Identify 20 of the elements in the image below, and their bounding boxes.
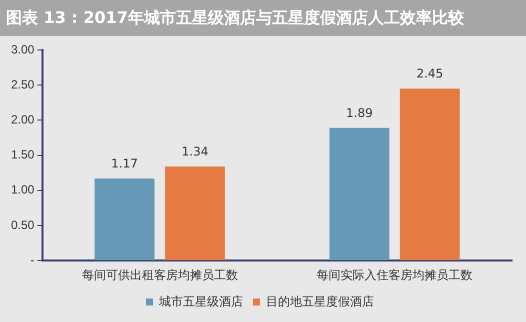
data-label: 1.34 [182, 144, 208, 159]
y-tick-label: - [30, 252, 34, 267]
bar [94, 178, 154, 260]
y-tick-label: 1.50 [10, 148, 35, 162]
bar [165, 166, 225, 260]
bar [400, 88, 460, 260]
bar [329, 128, 390, 260]
legend-label: 城市五星级酒店 [158, 294, 243, 308]
legend-label: 目的地五星度假酒店 [266, 294, 374, 308]
y-tick-label: 2.50 [10, 77, 35, 92]
data-label: 1.89 [346, 106, 373, 120]
y-tick-label: 1.00 [10, 182, 35, 197]
data-label: 1.17 [111, 156, 138, 171]
x-tick-label: 每间可供出租客房均摊员工数 [82, 268, 238, 282]
y-tick-label: 0.50 [10, 218, 35, 232]
y-tick-label: 2.00 [10, 112, 35, 127]
x-tick-label: 每间实际入住客房均摊员工数 [316, 268, 473, 282]
chart-title: 图表 13 : 2017年城市五星级酒店与五星度假酒店人工效率比较 [0, 0, 526, 36]
data-label: 2.45 [416, 66, 444, 81]
y-tick-label: 3.00 [10, 42, 35, 56]
